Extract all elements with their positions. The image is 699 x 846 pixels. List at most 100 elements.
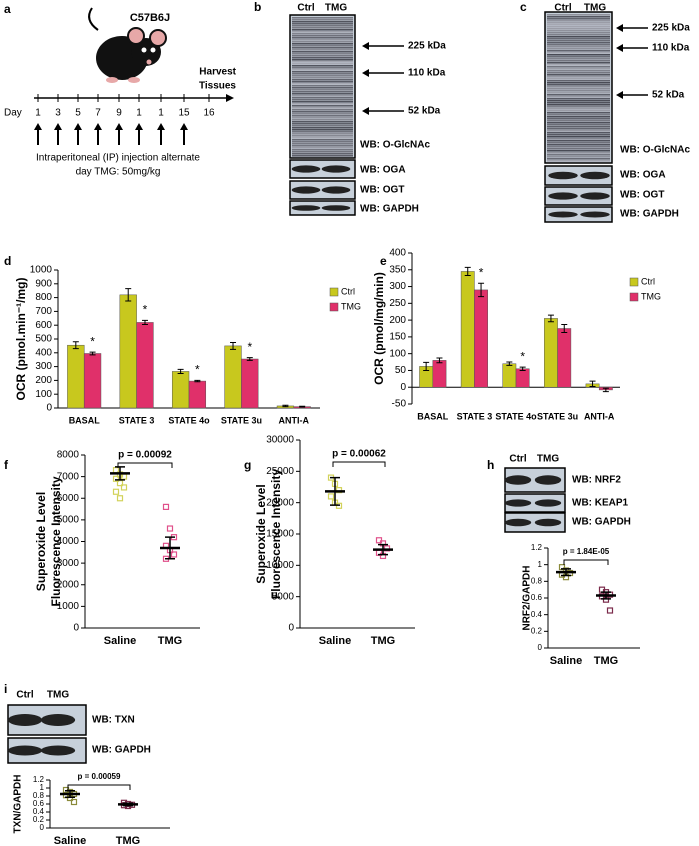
blot-band: [547, 146, 610, 148]
blot-band: [580, 211, 610, 218]
blot-band: [547, 126, 610, 128]
blot-band: [547, 50, 610, 52]
blot-band: [292, 17, 353, 19]
blot-band: [547, 66, 610, 68]
blot-band: [580, 171, 610, 180]
probe-label: WB: OGA: [620, 170, 666, 181]
y-tick-label: 0: [73, 623, 79, 634]
probe-label: WB: KEAP1: [572, 498, 629, 509]
blot-band: [547, 122, 610, 124]
day-number: 9: [116, 108, 122, 119]
blot-band: [547, 98, 610, 100]
blot-band: [291, 205, 321, 211]
blot-band: [547, 112, 610, 114]
bar: [557, 328, 572, 388]
blot-band: [547, 84, 610, 86]
error-bar: [561, 323, 568, 334]
y-tick-label: 300: [389, 281, 406, 292]
blot-band: [547, 62, 610, 64]
blot-band: [292, 87, 353, 89]
blot-band: [534, 499, 562, 507]
blot-band: [547, 114, 610, 116]
y-tick-label: 1: [40, 783, 45, 792]
probe-label: WB: OGT: [360, 185, 404, 196]
y-tick-label: 500: [35, 334, 52, 345]
blot-band: [292, 33, 353, 35]
significance-mark: *: [479, 265, 484, 279]
blot-band: [534, 518, 562, 527]
blot-band: [547, 158, 610, 160]
bar: [67, 344, 85, 409]
blot-band: [292, 97, 353, 99]
blot-band: [292, 23, 353, 25]
legend-swatch: [629, 277, 639, 287]
blot-band: [292, 125, 353, 127]
y-tick-label: 1000: [30, 265, 53, 276]
blot-band: [292, 93, 353, 95]
blot-band: [547, 76, 610, 78]
blot-band: [292, 21, 353, 23]
probe-label: WB: GAPDH: [572, 517, 631, 528]
y-tick-label: 0.2: [531, 626, 543, 635]
strain-label: C57B6J: [130, 12, 170, 24]
blot-band: [547, 148, 610, 150]
blot-band: [292, 51, 353, 53]
y-tick-label: 700: [35, 306, 52, 317]
y-axis-label: Fluorescence Intensity: [49, 476, 63, 606]
y-tick-label: 50: [395, 365, 407, 376]
x-tick-label: TMG: [116, 835, 140, 846]
blot-band: [547, 48, 610, 50]
legend-swatch: [329, 302, 339, 312]
blot-band: [547, 156, 610, 158]
blot-band: [547, 18, 610, 20]
blot-band: [547, 134, 610, 136]
blot-band: [547, 22, 610, 24]
y-tick-label: 1: [538, 560, 543, 569]
lane-label: Ctrl: [554, 3, 571, 14]
harvest-label: Tissues: [199, 81, 236, 92]
day-number: 1: [136, 108, 142, 119]
x-tick-label: BASAL: [417, 411, 449, 421]
significance-mark: *: [195, 363, 200, 377]
blot-band: [291, 186, 321, 194]
lane-label: TMG: [584, 3, 606, 14]
blot-band: [292, 67, 353, 69]
bar: [188, 380, 207, 409]
blot-band: [547, 140, 610, 142]
marker-arrowhead: [616, 91, 623, 99]
y-tick-label: 200: [389, 315, 406, 326]
blot-band: [292, 83, 353, 85]
y-tick-label: 350: [389, 264, 406, 275]
error-bar: [194, 379, 201, 383]
lane-label: TMG: [537, 454, 559, 465]
blot-band: [547, 100, 610, 102]
significance-mark: *: [520, 349, 525, 363]
blot-band: [504, 499, 532, 507]
data-point: [375, 537, 383, 544]
blot-band: [547, 152, 610, 154]
y-axis-label: NRF2/GAPDH: [522, 565, 533, 630]
blot-band: [547, 144, 610, 146]
blot-band: [547, 70, 610, 72]
error-bar: [436, 357, 443, 364]
y-tick-label: 15000: [266, 529, 294, 540]
blot-band: [7, 714, 43, 726]
blot-band: [292, 71, 353, 73]
bar: [544, 318, 558, 388]
blot-band: [292, 123, 353, 125]
blot-band: [292, 19, 353, 21]
y-tick-label: 1.2: [531, 543, 543, 552]
blot-band: [292, 139, 353, 141]
y-tick-label: 0: [40, 823, 45, 832]
x-tick-label: Saline: [104, 635, 136, 647]
error-bar: [125, 288, 132, 302]
day-label: Day: [4, 108, 22, 119]
probe-label: WB: GAPDH: [360, 204, 419, 215]
error-bar: [89, 351, 96, 356]
blot-band: [292, 25, 353, 27]
blot-band: [547, 78, 610, 80]
probe-label: WB: O-GlcNAc: [360, 140, 430, 151]
y-tick-label: 30000: [266, 435, 294, 446]
p-value: p = 0.00092: [118, 450, 172, 461]
